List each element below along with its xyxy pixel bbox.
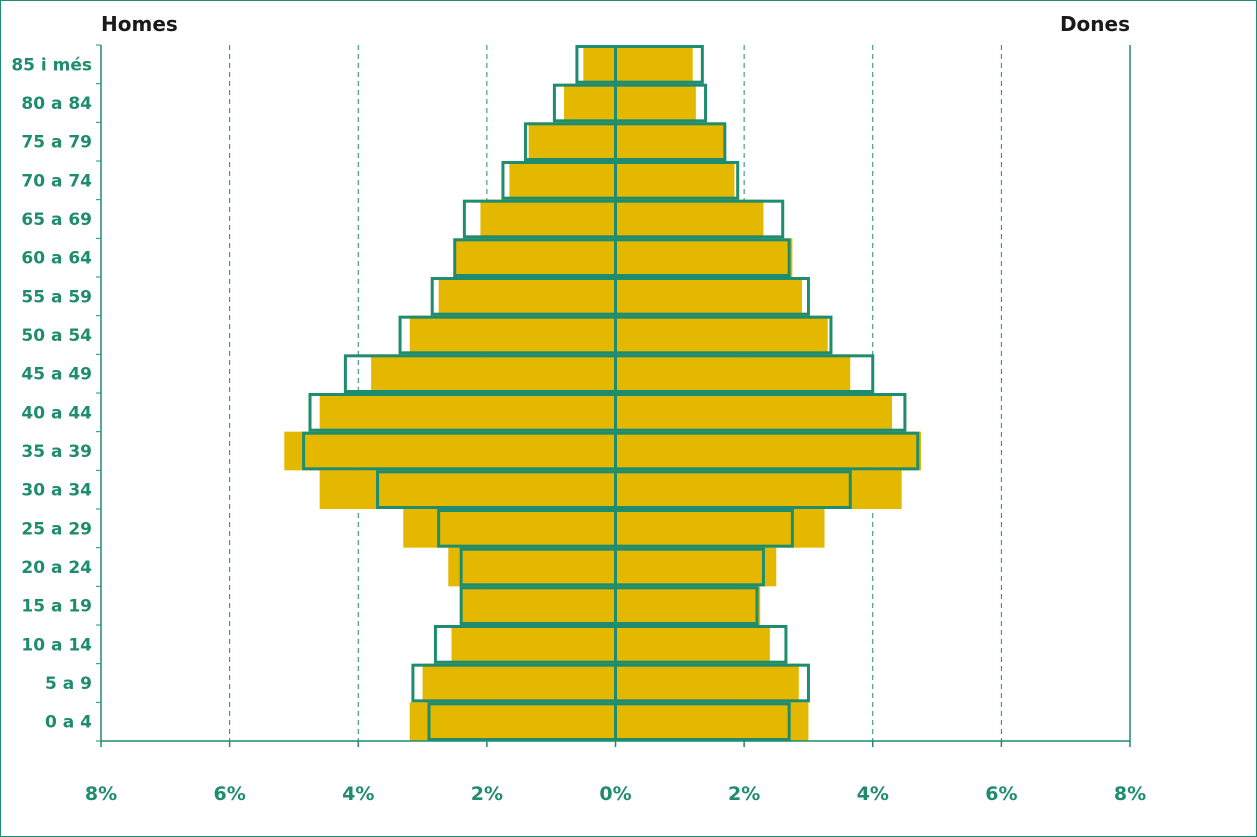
bar-filled-women xyxy=(615,161,735,200)
bar-filled-women xyxy=(615,547,777,587)
bar-filled-men xyxy=(509,161,616,200)
bar-filled-women xyxy=(615,470,902,509)
bar-filled-women xyxy=(615,431,921,471)
bar-filled-men xyxy=(319,470,616,509)
x-tick-label: 4% xyxy=(857,783,889,805)
age-group-label: 30 a 34 xyxy=(21,481,92,501)
bar-filled-men xyxy=(528,122,616,161)
age-group-label: 55 a 59 xyxy=(21,287,92,307)
bar-filled-women xyxy=(615,625,770,664)
age-group-label: 45 a 49 xyxy=(21,365,92,385)
bar-filled-men xyxy=(409,702,616,741)
bar-filled-men xyxy=(422,663,616,703)
age-group-label: 20 a 24 xyxy=(21,558,92,578)
bar-filled-women xyxy=(615,122,725,161)
bar-filled-men xyxy=(583,45,616,84)
bar-filled-women xyxy=(615,586,761,625)
age-group-label: 50 a 54 xyxy=(21,326,92,346)
bar-filled-men xyxy=(451,625,616,664)
bar-filled-women xyxy=(615,354,851,393)
bar-filled-women xyxy=(615,702,809,741)
x-tick-label: 6% xyxy=(985,783,1017,805)
x-tick-label: 8% xyxy=(1114,783,1146,805)
x-tick-label: 6% xyxy=(213,783,245,805)
age-group-label: 60 a 64 xyxy=(21,249,92,269)
age-group-label: 5 a 9 xyxy=(45,674,92,694)
filled-bars xyxy=(284,45,921,741)
age-group-label: 85 i més xyxy=(11,55,92,75)
x-tick-label: 0% xyxy=(599,783,631,805)
age-group-label: 40 a 44 xyxy=(21,403,92,423)
bar-filled-men xyxy=(454,238,616,277)
age-group-label: 65 a 69 xyxy=(21,210,92,230)
right-side-title: Dones xyxy=(1060,12,1130,36)
age-group-label: 35 a 39 xyxy=(21,442,92,462)
bar-filled-women xyxy=(615,277,803,316)
bar-filled-women xyxy=(615,199,764,239)
bar-filled-women xyxy=(615,393,893,432)
x-tick-label: 2% xyxy=(471,783,503,805)
x-tick-label: 8% xyxy=(85,783,117,805)
bar-filled-women xyxy=(615,83,696,123)
x-tick-label: 2% xyxy=(728,783,760,805)
bar-filled-men xyxy=(371,354,616,393)
bar-filled-men xyxy=(480,199,616,239)
bar-filled-men xyxy=(409,315,616,355)
x-tick-label: 4% xyxy=(342,783,374,805)
x-tick-labels: 8% 6% 4% 2% 0% 2% 4% 6% 8% xyxy=(85,783,1146,805)
age-group-label: 15 a 19 xyxy=(21,597,92,617)
age-group-label: 0 a 4 xyxy=(45,713,92,733)
bar-filled-women xyxy=(615,315,828,355)
age-group-label: 10 a 14 xyxy=(21,635,92,655)
bar-filled-women xyxy=(615,238,793,277)
left-side-title: Homes xyxy=(101,12,178,36)
bar-filled-women xyxy=(615,509,825,548)
age-group-label: 25 a 29 xyxy=(21,519,92,539)
bar-filled-men xyxy=(564,83,616,123)
bar-filled-men xyxy=(438,277,616,316)
age-group-label: 70 a 74 xyxy=(21,171,92,191)
age-group-label: 80 a 84 xyxy=(21,94,92,114)
age-group-labels: 0 a 4 5 a 9 10 a 14 15 a 19 20 a 24 25 a 29 30… xyxy=(11,55,92,732)
bar-filled-men xyxy=(403,509,616,548)
bar-filled-women xyxy=(615,663,799,703)
age-group-label: 75 a 79 xyxy=(21,133,92,153)
bar-filled-men xyxy=(461,586,616,625)
bar-filled-men xyxy=(319,393,616,432)
bar-filled-women xyxy=(615,45,693,84)
bar-filled-men xyxy=(284,431,616,471)
axes xyxy=(96,44,1131,747)
bar-filled-men xyxy=(448,547,616,587)
